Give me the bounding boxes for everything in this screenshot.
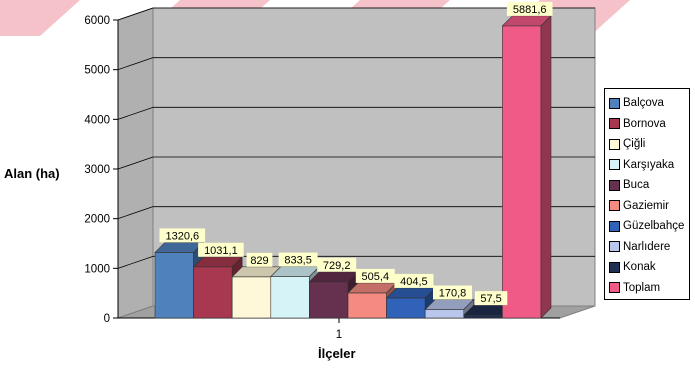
gridline-side <box>117 206 154 220</box>
legend-label: Güzelbahçe <box>623 220 685 233</box>
data-label-text: 729,2 <box>323 260 351 272</box>
legend-label: Karşıyaka <box>623 158 675 171</box>
data-label: 170,8 <box>433 285 472 300</box>
bar-front <box>502 25 542 319</box>
legend-swatch <box>609 179 620 191</box>
legend-item: Buca <box>609 175 689 196</box>
data-label-bg <box>317 257 357 272</box>
legend-swatch <box>609 220 620 232</box>
data-label-bg <box>246 252 273 267</box>
legend-label: Buca <box>623 179 650 192</box>
x-axis-title: İlçeler <box>318 346 356 361</box>
bar-front <box>424 309 465 319</box>
data-label: 729,2 <box>317 257 357 272</box>
bar-front <box>463 314 503 319</box>
y-tick-label: 1000 <box>84 263 110 275</box>
data-label: 57,5 <box>474 291 508 306</box>
data-label-bg <box>198 242 244 257</box>
data-label-text: 170,8 <box>439 288 467 300</box>
legend-swatch <box>609 261 620 273</box>
y-tick-label: 5000 <box>84 65 110 77</box>
legend-label: Çiğli <box>623 138 646 151</box>
bar-side <box>540 15 552 319</box>
data-label-bg <box>278 252 318 267</box>
data-label: 829 <box>246 252 273 267</box>
data-label-text: 404,5 <box>400 276 428 288</box>
legend-swatch <box>609 118 620 130</box>
data-label: 404,5 <box>394 273 434 288</box>
y-tick-label: 3000 <box>84 164 110 176</box>
legend-item: Konak <box>609 257 689 278</box>
bar-front <box>270 276 310 319</box>
gridline-side <box>117 156 154 170</box>
data-label-text: 5881,6 <box>513 4 547 16</box>
data-label-text: 829 <box>250 255 268 267</box>
data-label: 1320,6 <box>159 228 206 243</box>
data-label: 1031,1 <box>198 242 244 257</box>
legend-item: Balçova <box>609 93 689 114</box>
data-label-text: 57,5 <box>480 293 501 305</box>
legend-swatch <box>609 282 620 294</box>
legend-item: Bornova <box>609 114 689 135</box>
bar-front <box>154 252 194 319</box>
data-label: 833,5 <box>278 252 318 267</box>
bar-front <box>309 281 349 319</box>
y-tick-label: 2000 <box>84 214 110 226</box>
data-label-bg <box>159 228 206 243</box>
gridline-side <box>117 106 154 120</box>
legend-label: Balçova <box>623 97 664 110</box>
data-label-text: 505,4 <box>362 271 390 283</box>
bar-front <box>231 276 272 319</box>
legend-label: Konak <box>623 261 656 274</box>
legend-swatch <box>609 159 620 171</box>
bar-front <box>347 292 387 319</box>
bar-front <box>193 266 233 319</box>
gridline-side <box>117 7 154 21</box>
bar-front <box>386 297 426 319</box>
y-tick-label: 4000 <box>84 114 110 126</box>
gridline-side <box>117 255 154 269</box>
y-tick-label: 0 <box>104 313 110 325</box>
legend-label: Narlıdere <box>623 240 671 253</box>
legend-swatch <box>609 200 620 212</box>
x-tick-label: 1 <box>336 329 342 341</box>
y-tick-label: 6000 <box>84 15 110 27</box>
data-label-text: 833,5 <box>284 255 312 267</box>
data-label-text: 1031,1 <box>204 245 238 257</box>
legend-item: Narlıdere <box>609 237 689 258</box>
legend-item: Gaziemir <box>609 196 689 217</box>
data-label-bg <box>506 1 553 16</box>
data-label: 5881,6 <box>506 1 553 16</box>
legend-swatch <box>609 241 620 253</box>
legend-item: Güzelbahçe <box>609 216 689 237</box>
data-label-bg <box>433 285 472 300</box>
legend-label: Gaziemir <box>623 199 670 212</box>
legend-item: Karşıyaka <box>609 155 689 176</box>
gridline-side <box>117 57 154 71</box>
y-axis-title: Alan (ha) <box>4 166 60 181</box>
data-label-bg <box>474 291 508 306</box>
data-label: 505,4 <box>355 268 395 283</box>
legend-label: Toplam <box>623 281 661 294</box>
data-label-bg <box>355 268 395 283</box>
legend-swatch <box>609 138 620 150</box>
legend-label: Bornova <box>623 117 666 130</box>
chart-legend: Balçova Bornova Çiğli Karşıyaka Buca Gaziemir… <box>604 88 690 300</box>
legend-item: Toplam <box>609 278 689 299</box>
legend-swatch <box>609 97 620 109</box>
data-label-text: 1320,6 <box>165 230 199 242</box>
bar-Toplam <box>501 15 552 319</box>
data-label-bg <box>394 273 434 288</box>
legend-item: Çiğli <box>609 134 689 155</box>
